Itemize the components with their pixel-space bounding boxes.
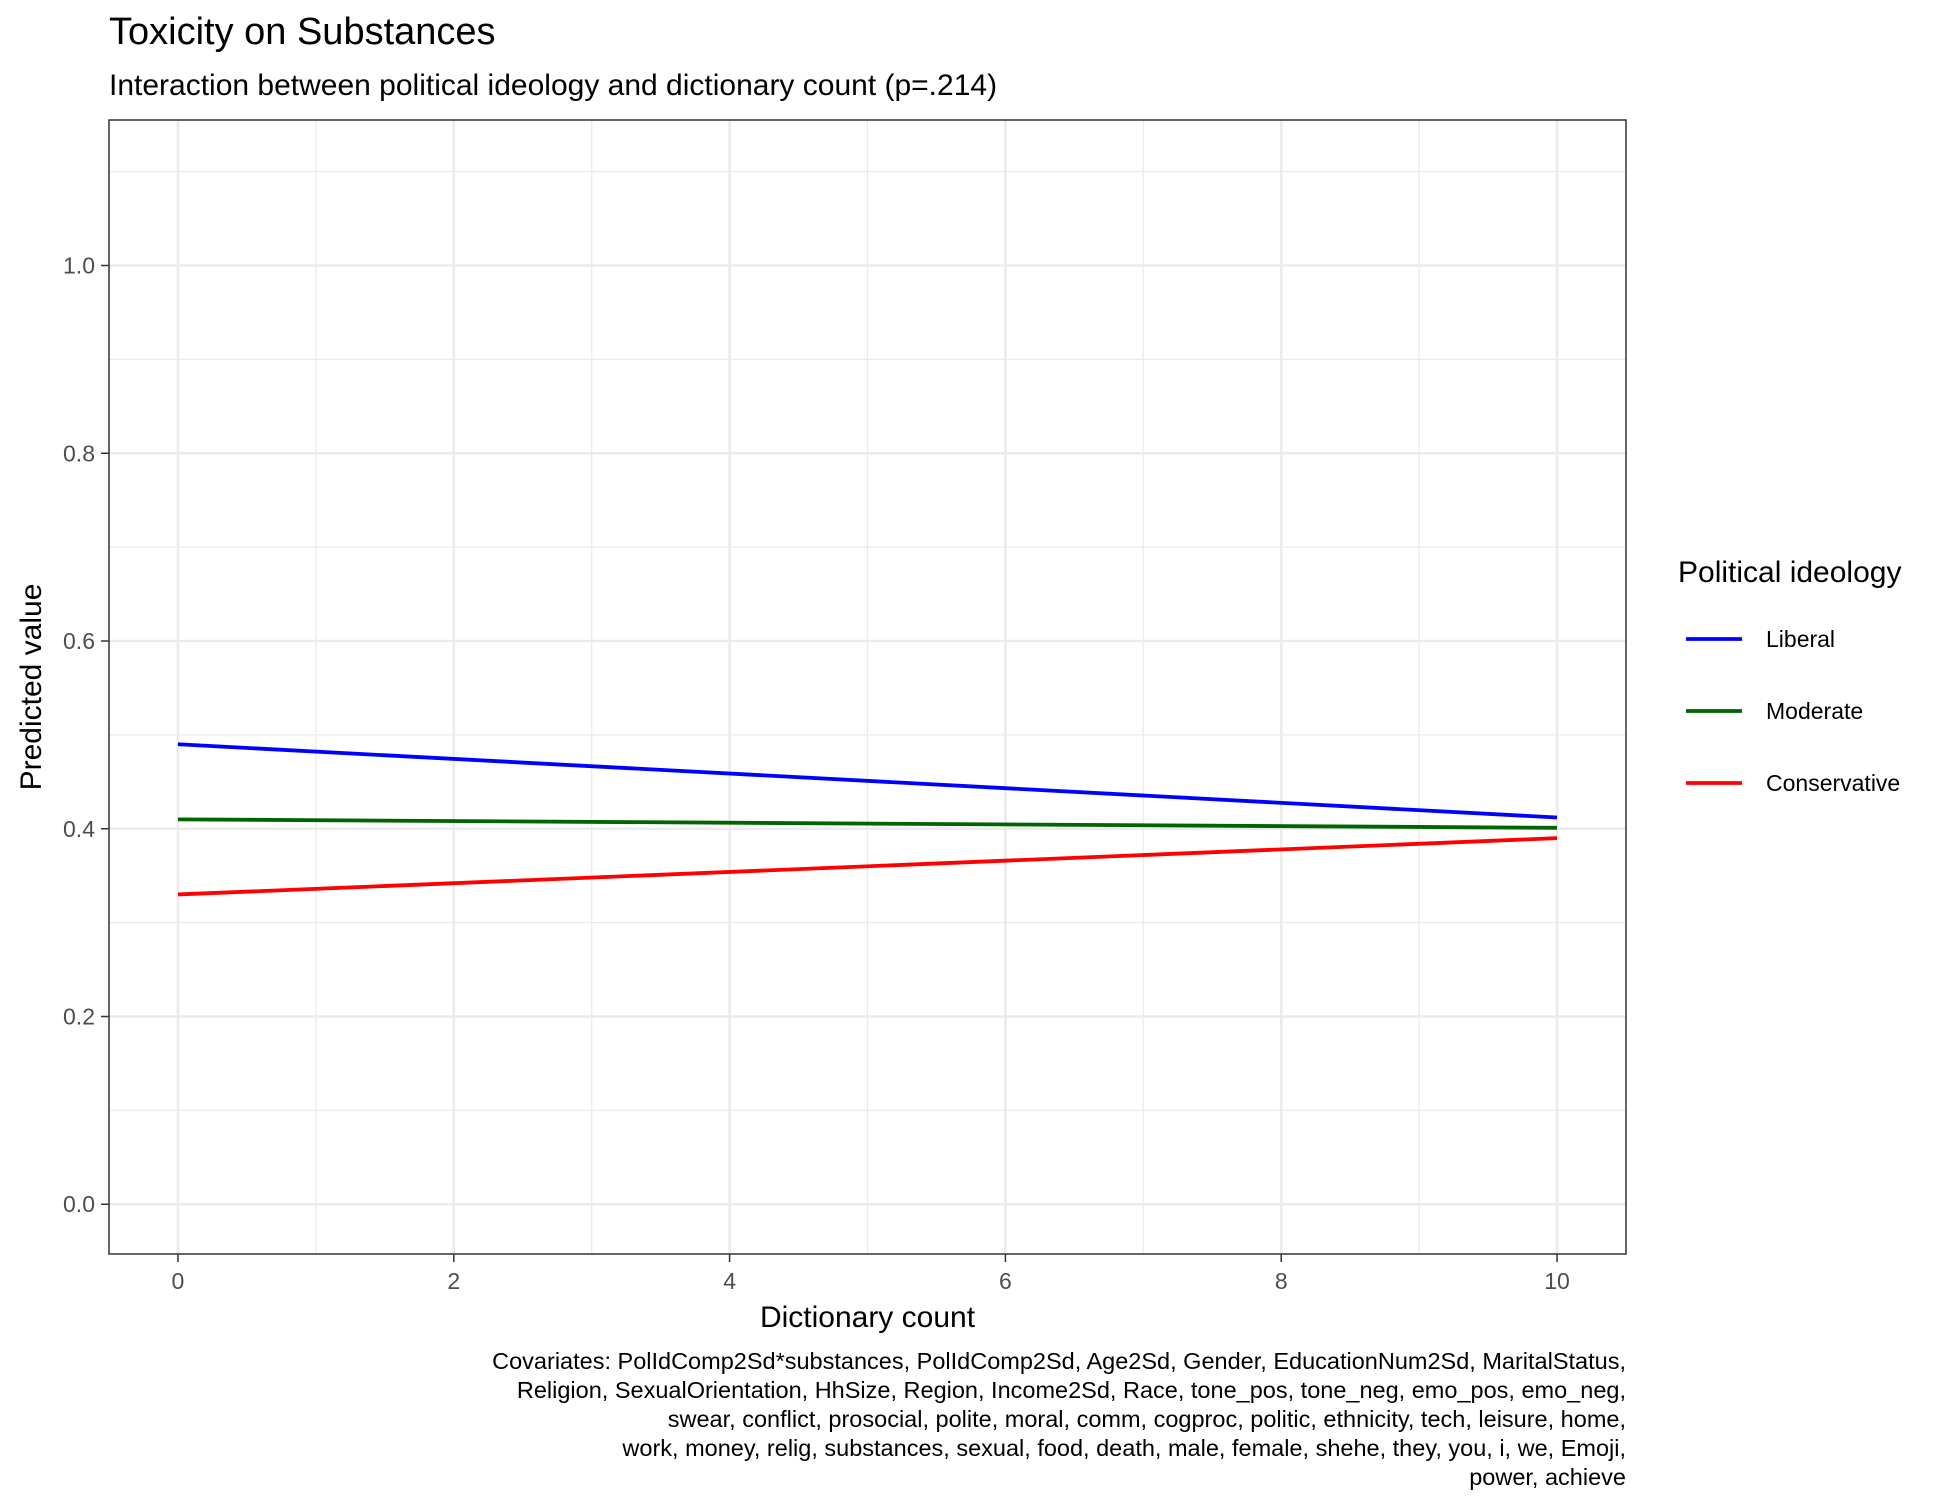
caption-line: swear, conflict, prosocial, polite, mora… xyxy=(668,1406,1626,1432)
caption: Covariates: PolIdComp2Sd*substances, Pol… xyxy=(492,1348,1626,1490)
x-axis-title: Dictionary count xyxy=(760,1301,976,1334)
plot-border xyxy=(108,119,1627,1255)
minor-gridlines-x xyxy=(315,120,1420,1254)
series-line-liberal xyxy=(177,742,1558,820)
y-tick-label: 0.4 xyxy=(63,816,95,842)
x-tick-label: 0 xyxy=(172,1268,185,1294)
caption-line: work, money, relig, substances, sexual, … xyxy=(621,1435,1626,1461)
x-tick-label: 6 xyxy=(999,1268,1012,1294)
x-axis: 0 2 4 6 8 10 xyxy=(172,1254,1570,1294)
chart-title: Toxicity on Substances xyxy=(109,11,496,53)
series-line-moderate xyxy=(177,817,1558,830)
y-tick-label: 0.2 xyxy=(63,1003,95,1029)
caption-line: power, achieve xyxy=(1469,1464,1626,1490)
chart-subtitle: Interaction between political ideology a… xyxy=(109,69,997,102)
x-tick-label: 2 xyxy=(447,1268,460,1294)
y-axis-title: Predicted value xyxy=(15,584,48,791)
legend-title: Political ideology xyxy=(1678,556,1901,589)
y-tick-label: 0.6 xyxy=(63,628,95,654)
y-tick-label: 0.8 xyxy=(63,440,95,466)
legend-label-moderate: Moderate xyxy=(1766,698,1863,724)
legend-label-conservative: Conservative xyxy=(1766,770,1900,796)
x-tick-label: 10 xyxy=(1544,1268,1570,1294)
legend-label-liberal: Liberal xyxy=(1766,626,1835,652)
caption-line: Covariates: PolIdComp2Sd*substances, Pol… xyxy=(492,1348,1626,1374)
major-gridlines-x xyxy=(176,120,1559,1254)
series-lines xyxy=(177,742,1558,897)
y-axis: 0.0 0.2 0.4 0.6 0.8 1.0 xyxy=(63,253,109,1217)
y-tick-label: 0.0 xyxy=(63,1191,95,1217)
legend: Political ideology Liberal Moderate Conser… xyxy=(1678,556,1901,796)
caption-line: Religion, SexualOrientation, HhSize, Reg… xyxy=(517,1377,1626,1403)
series-line-conservative xyxy=(177,836,1558,897)
plot-area xyxy=(108,119,1627,1255)
x-tick-label: 4 xyxy=(723,1268,736,1294)
x-tick-label: 8 xyxy=(1275,1268,1288,1294)
y-tick-label: 1.0 xyxy=(63,253,95,279)
major-gridlines-y xyxy=(109,264,1626,1206)
